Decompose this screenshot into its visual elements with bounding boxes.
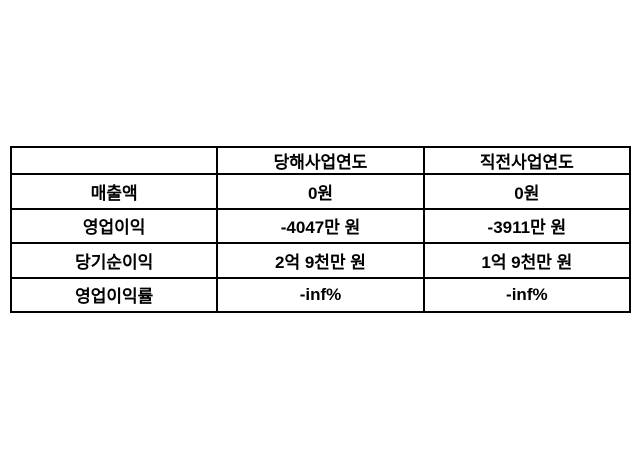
header-cell-empty [9, 146, 219, 175]
cell-operating-profit-previous: -3911만 원 [422, 207, 632, 244]
header-cell-previous-fiscal-year: 직전사업연도 [422, 146, 632, 175]
cell-operating-margin-current: -inf% [216, 276, 425, 313]
row-label-revenue: 매출액 [9, 173, 219, 210]
cell-revenue-current: 0원 [216, 173, 425, 210]
table-row-operating-profit: 영업이익 -4047만 원 -3911만 원 [9, 207, 632, 244]
cell-net-income-current: 2억 9천만 원 [216, 242, 425, 279]
header-cell-current-fiscal-year: 당해사업연도 [216, 146, 425, 175]
cell-operating-profit-current: -4047만 원 [216, 207, 425, 244]
table-header-row: 당해사업연도 직전사업연도 [9, 146, 632, 175]
financial-summary-table: 당해사업연도 직전사업연도 매출액 0원 0원 영업이익 -4047만 원 -3… [9, 146, 632, 313]
cell-operating-margin-previous: -inf% [422, 276, 632, 313]
row-label-operating-profit: 영업이익 [9, 207, 219, 244]
cell-revenue-previous: 0원 [422, 173, 632, 210]
row-label-operating-margin: 영업이익률 [9, 276, 219, 313]
table-row-operating-margin: 영업이익률 -inf% -inf% [9, 276, 632, 313]
row-label-net-income: 당기순이익 [9, 242, 219, 279]
cell-net-income-previous: 1억 9천만 원 [422, 242, 632, 279]
table-row-revenue: 매출액 0원 0원 [9, 173, 632, 210]
table-row-net-income: 당기순이익 2억 9천만 원 1억 9천만 원 [9, 242, 632, 279]
